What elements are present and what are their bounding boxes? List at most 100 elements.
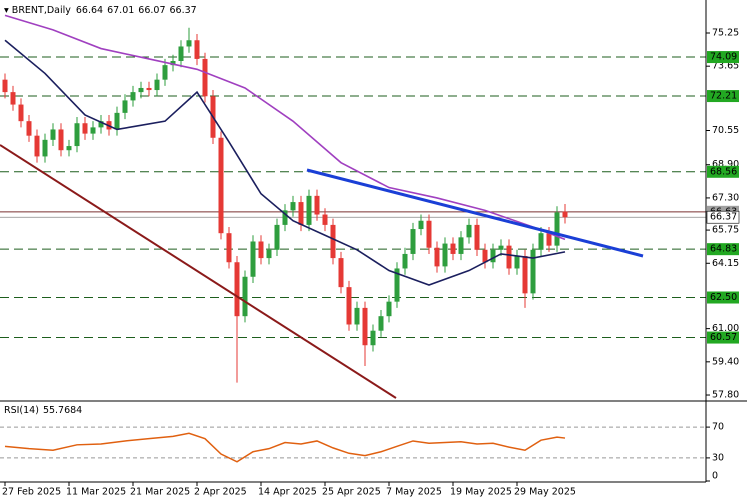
candle-body (122, 100, 128, 113)
candle-body (354, 307, 360, 325)
candle-body (2, 79, 8, 93)
candle-body (58, 129, 64, 151)
moving-average (4, 39, 566, 286)
trend-line (0, 144, 397, 399)
x-tick-label: 27 Feb 2025 (2, 487, 61, 498)
y-tick-label: 67.30 (712, 192, 739, 203)
candle-body (298, 202, 304, 225)
x-tick-label: 29 May 2025 (514, 487, 576, 498)
candle-body (402, 253, 408, 269)
candle-body (26, 121, 32, 136)
candle-body (290, 202, 296, 211)
y-tick-label: 30 (712, 452, 724, 463)
indicator-name: RSI(14) (4, 405, 39, 416)
candle-body (242, 276, 248, 317)
y-tick-label: 70 (712, 422, 724, 433)
y-tick-label: 61.00 (712, 323, 739, 334)
level-label: 72.21 (710, 91, 737, 102)
candle-body (506, 245, 512, 269)
y-tick-label: 70.55 (712, 125, 739, 136)
candle-body (426, 220, 432, 248)
candle-body (18, 104, 24, 122)
candle-body (322, 214, 328, 225)
level-label: 68.56 (710, 166, 737, 177)
candle-body (178, 46, 184, 61)
candle-body (186, 40, 192, 47)
moving-average (4, 14, 566, 241)
candle-body (330, 224, 336, 259)
candle-body (34, 135, 40, 157)
candle-body (250, 241, 256, 277)
indicator-value: 55.7684 (43, 405, 82, 416)
symbol: BRENT,Daily (12, 5, 71, 16)
low-value: 66.07 (138, 5, 165, 16)
candle-body (530, 249, 536, 294)
current-price-box (706, 210, 740, 224)
x-tick-label: 2 Apr 2025 (194, 487, 247, 498)
candle-body (10, 92, 16, 105)
candle-body (282, 210, 288, 225)
candle-body (490, 249, 496, 263)
candle-body (138, 87, 144, 93)
candle-body (418, 220, 424, 230)
candle-body (202, 58, 208, 97)
candle-body (82, 123, 88, 134)
candle-body (434, 247, 440, 267)
level-label-box (707, 165, 739, 178)
y-tick-label: 57.80 (712, 390, 739, 401)
candle-body (218, 137, 224, 234)
level-label-box (707, 291, 739, 304)
level-label-box (707, 51, 739, 64)
candle-body (554, 212, 560, 246)
candle-body (346, 287, 352, 325)
candle-body (98, 121, 104, 128)
candle-body (234, 262, 240, 317)
level-label-box (707, 243, 739, 256)
rsi-line (4, 432, 566, 463)
candle-body (258, 241, 264, 259)
trend-line (306, 168, 644, 258)
level-label-box (707, 331, 739, 344)
candle-body (394, 268, 400, 302)
x-tick-label: 21 Mar 2025 (130, 487, 190, 498)
candle-body (442, 243, 448, 267)
candle-body (162, 65, 168, 80)
candle-body (546, 233, 552, 246)
level-label: 62.50 (710, 292, 737, 303)
candle-body (466, 224, 472, 238)
candle-body (314, 195, 320, 215)
candle-body (114, 112, 120, 130)
candle-body (522, 256, 528, 294)
current-price-label: 66.37 (710, 212, 737, 223)
y-tick-label: 65.75 (712, 225, 739, 236)
candle-body (66, 146, 72, 151)
candle-body (458, 237, 464, 254)
level-label: 74.09 (710, 52, 737, 63)
candle-body (370, 330, 376, 346)
price-panel: 75.25 73.65 70.55 68.90 67.30 65.75 64.15 61.00… (0, 14, 739, 498)
candle-body (154, 79, 160, 91)
candle-body (482, 249, 488, 263)
candle-body (50, 129, 56, 140)
candle-body (562, 211, 568, 218)
candle-body (474, 224, 480, 250)
candle-body (74, 123, 80, 147)
candle-body (42, 139, 48, 157)
candle-body (274, 224, 280, 250)
level-label-box (707, 90, 739, 103)
candle-body (266, 249, 272, 259)
candle-body (362, 307, 368, 346)
y-tick-label: 59.40 (712, 356, 739, 367)
x-tick-label: 19 May 2025 (450, 487, 512, 498)
x-tick-label: 11 Mar 2025 (66, 487, 126, 498)
candle-body (306, 195, 312, 225)
y-tick-label: 64.15 (712, 258, 739, 269)
level-label: 64.83 (710, 244, 737, 255)
indicator-label: RSI(14) 55.7684 (4, 405, 82, 416)
menu-icon: ▾ (4, 5, 12, 16)
candle-body (514, 256, 520, 269)
x-tick-label: 14 Apr 2025 (258, 487, 317, 498)
candle-body (90, 127, 96, 134)
candle-body (378, 316, 384, 331)
open-value: 66.64 (76, 5, 103, 16)
